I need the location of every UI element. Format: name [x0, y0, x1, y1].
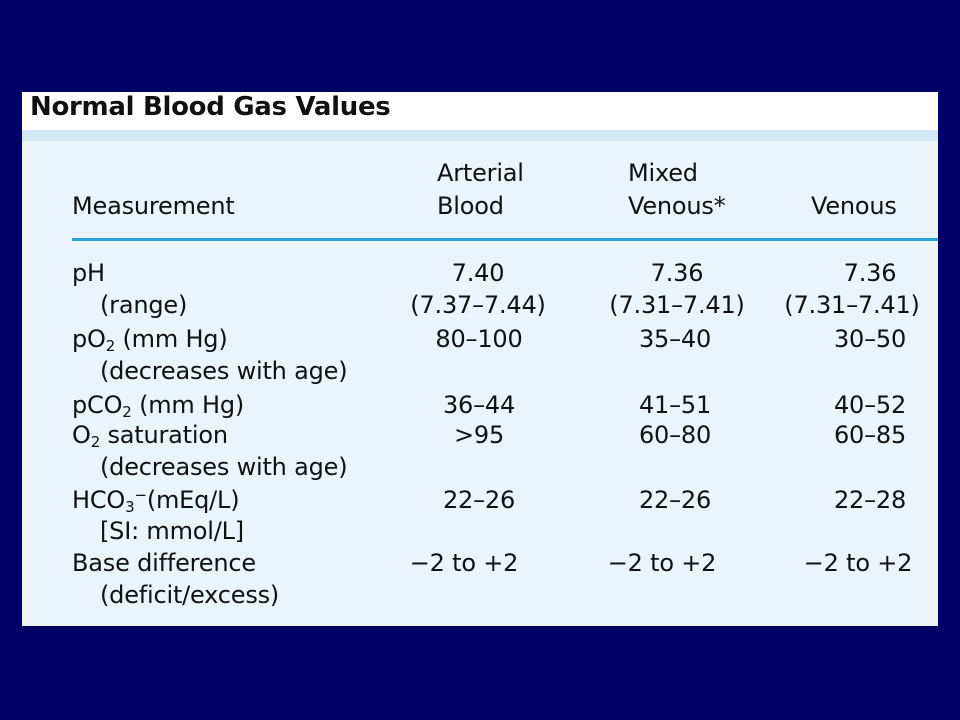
header-mixed-line1: Mixed [628, 159, 698, 187]
row-sublabel: [SI: mmol/L] [100, 517, 244, 545]
row-label: pCO2 (mm Hg) [72, 391, 245, 421]
mixed-venous-value: 35–40 [638, 325, 712, 353]
mixed-venous-value: 60–80 [638, 421, 712, 449]
mixed-venous-value: 41–51 [638, 391, 712, 419]
arterial-value: 80–100 [435, 325, 523, 353]
row-label: pH [72, 259, 105, 287]
venous-value: 40–52 [833, 391, 907, 419]
row-label: HCO3−(mEq/L) [72, 486, 240, 516]
arterial-value: −2 to +2 [409, 549, 519, 577]
header-venous: Venous [811, 192, 897, 220]
mixed-venous-value: −2 to +2 [607, 549, 717, 577]
header-mixed-line2: Venous* [628, 192, 726, 220]
venous-value: 30–50 [833, 325, 907, 353]
row-sublabel: (decreases with age) [100, 357, 348, 385]
venous-value: 22–28 [833, 486, 907, 514]
row-sublabel: (deficit/excess) [100, 581, 280, 609]
table-title: Normal Blood Gas Values [30, 92, 391, 122]
header-arterial-line1: Arterial [437, 159, 524, 187]
row-sublabel: (decreases with age) [100, 453, 348, 481]
arterial-value: 7.40 [451, 259, 505, 287]
table-slide: Normal Blood Gas Values Measurement Arte… [22, 92, 938, 626]
title-accent-band [22, 130, 938, 141]
arterial-value: 22–26 [442, 486, 516, 514]
arterial-value: (7.37–7.44) [410, 291, 546, 319]
arterial-value: 36–44 [442, 391, 516, 419]
header-divider [72, 238, 938, 241]
venous-value: (7.31–7.41) [784, 291, 920, 319]
venous-value: 60–85 [833, 421, 907, 449]
mixed-venous-value: 22–26 [638, 486, 712, 514]
row-label: Base difference [72, 549, 256, 577]
row-label: pO2 (mm Hg) [72, 325, 228, 355]
header-arterial-line2: Blood [437, 192, 504, 220]
arterial-value: >95 [453, 421, 505, 449]
row-sublabel: (range) [100, 291, 188, 319]
header-measurement: Measurement [72, 192, 235, 220]
row-label: O2 saturation [72, 421, 228, 451]
title-bar: Normal Blood Gas Values [22, 92, 938, 130]
mixed-venous-value: 7.36 [650, 259, 704, 287]
venous-value: −2 to +2 [803, 549, 913, 577]
mixed-venous-value: (7.31–7.41) [609, 291, 745, 319]
venous-value: 7.36 [843, 259, 897, 287]
